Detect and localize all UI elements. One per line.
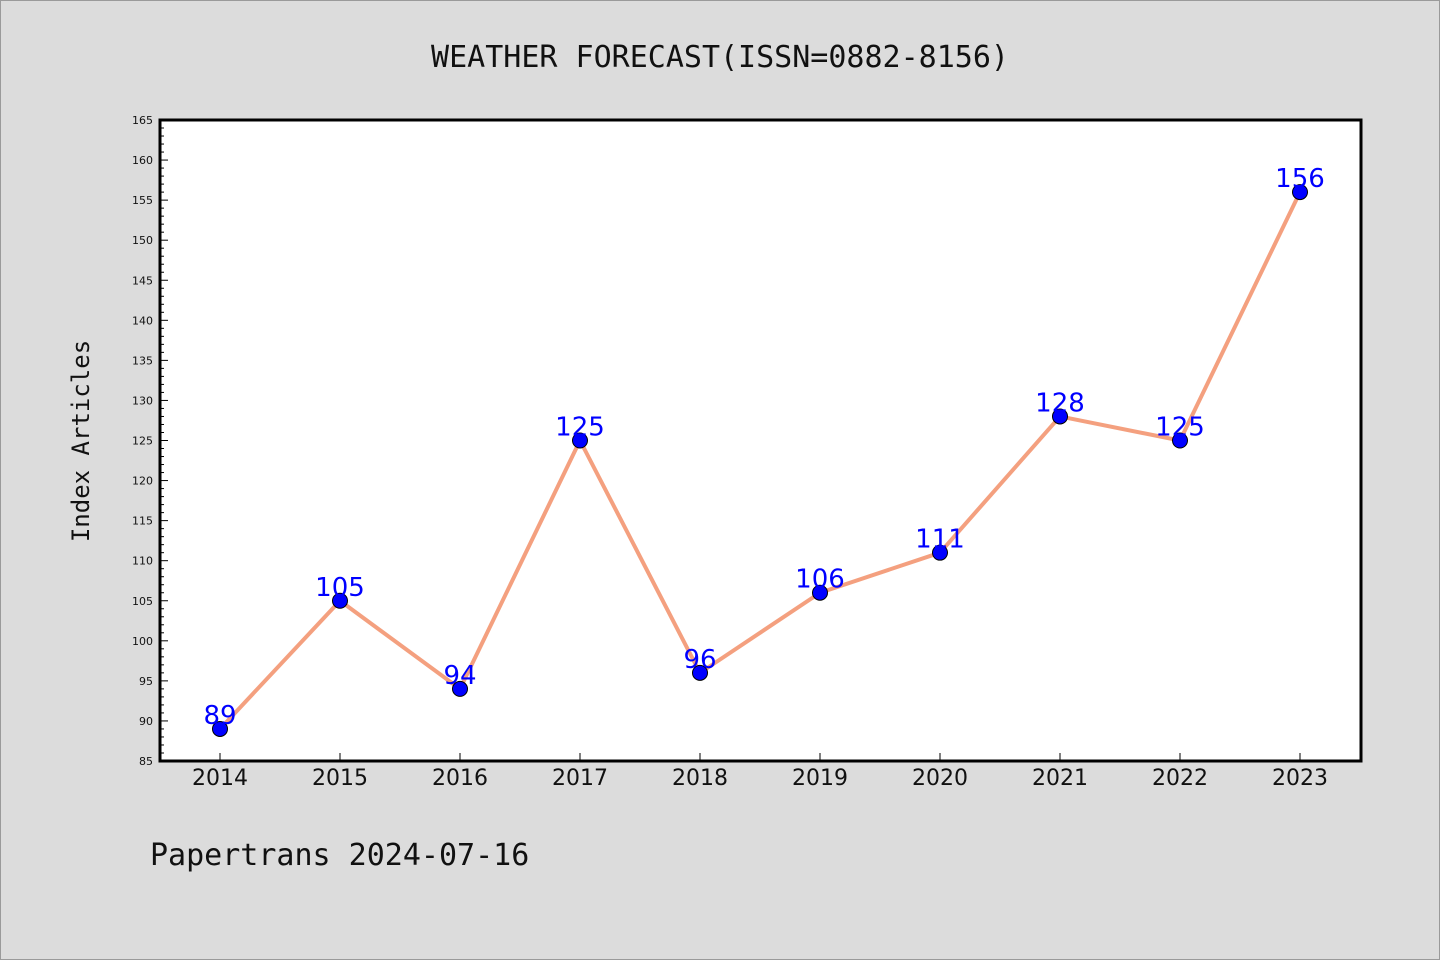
- series-line: [218, 191, 1302, 731]
- y-tick-label: 125: [132, 435, 153, 448]
- y-tick-label: 95: [139, 675, 153, 688]
- plot-frame: [158, 118, 1363, 763]
- y-tick-label: 160: [132, 154, 153, 167]
- x-tick-label: 2019: [792, 766, 848, 791]
- data-point: [932, 544, 948, 561]
- x-axis: 2014 2015 2016 2017 2018 2019 2020 2021 2022 2023: [192, 753, 1328, 791]
- y-tick-label: 155: [132, 194, 153, 207]
- plot-area: [160, 120, 1361, 761]
- footer-text: Papertrans 2024-07-16: [150, 838, 529, 873]
- data-label: 125: [1155, 413, 1205, 443]
- y-tick-label: 150: [132, 234, 153, 247]
- data-point: [1052, 408, 1068, 425]
- x-tick-label: 2023: [1272, 766, 1328, 791]
- data-point: [572, 432, 588, 449]
- y-tick-label: 130: [132, 394, 153, 407]
- y-tick-label: 135: [132, 354, 153, 367]
- data-point: [452, 680, 468, 697]
- chart-title: WEATHER FORECAST(ISSN=0882-8156): [431, 40, 1009, 75]
- data-label: 128: [1035, 388, 1085, 418]
- data-label: 111: [915, 525, 965, 555]
- data-point: [212, 720, 228, 737]
- x-tick-label: 2016: [432, 766, 488, 791]
- y-tick-label: 85: [139, 755, 153, 768]
- y-tick-label: 165: [132, 114, 153, 127]
- y-tick-label: 110: [132, 555, 153, 568]
- data-point: [1292, 184, 1308, 201]
- data-label: 94: [443, 661, 476, 691]
- x-tick-label: 2017: [552, 766, 608, 791]
- data-label: 156: [1275, 164, 1325, 194]
- y-axis-label: Index Articles: [67, 340, 95, 542]
- data-point: [812, 584, 828, 601]
- data-label: 105: [315, 573, 365, 603]
- data-point: [692, 664, 708, 681]
- y-axis: 85 90 95 100 105 110 115 120 125 130 135 140 145 150 1…: [132, 114, 168, 768]
- data-point: [332, 592, 348, 609]
- series-layer: 89 105 94 125 96 106 111 128 125 156: [203, 164, 1325, 737]
- y-tick-label: 90: [139, 715, 153, 728]
- y-tick-label: 120: [132, 475, 153, 488]
- y-tick-label: 100: [132, 635, 153, 648]
- x-tick-label: 2014: [192, 766, 248, 791]
- data-label: 106: [795, 565, 845, 595]
- x-tick-label: 2020: [912, 766, 968, 791]
- y-tick-label: 105: [132, 595, 153, 608]
- data-label: 96: [683, 645, 716, 675]
- x-tick-label: 2021: [1032, 766, 1088, 791]
- x-tick-label: 2022: [1152, 766, 1208, 791]
- x-tick-label: 2018: [672, 766, 728, 791]
- data-label: 125: [555, 413, 605, 443]
- y-tick-label: 145: [132, 274, 153, 287]
- y-tick-label: 115: [132, 515, 153, 528]
- x-tick-label: 2015: [312, 766, 368, 791]
- data-label: 89: [203, 701, 236, 731]
- y-tick-label: 140: [132, 314, 153, 327]
- data-point: [1172, 432, 1188, 449]
